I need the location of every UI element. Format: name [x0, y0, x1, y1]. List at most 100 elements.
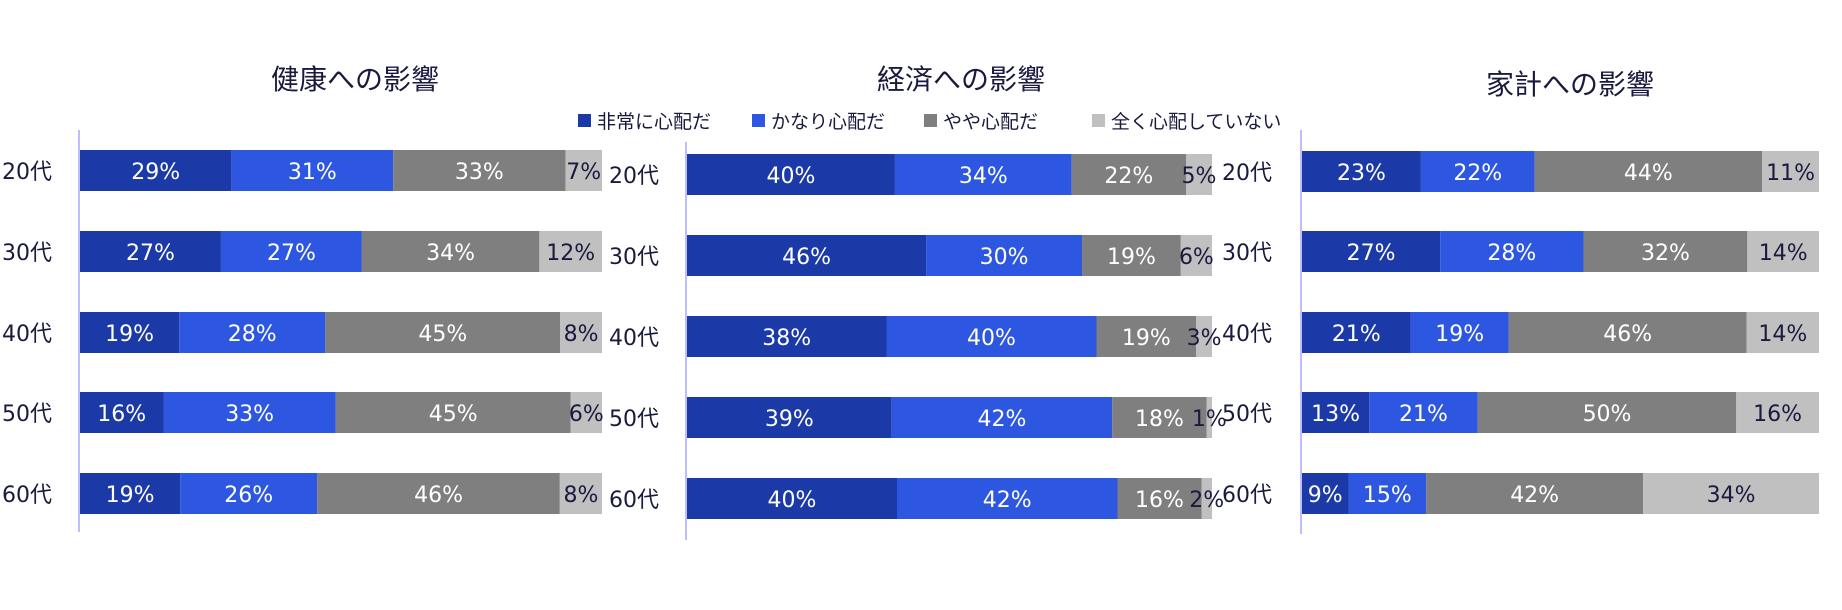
bar-row: 50代 39% 42% 18% 1%	[609, 397, 1227, 438]
data-label: 16%	[97, 402, 146, 427]
bar-segment	[335, 392, 571, 433]
bar-row: 50代 16% 33% 45% 6%	[2, 392, 604, 433]
legend-swatch	[752, 114, 765, 127]
chart-panel: 健康への影響 20代 29% 31% 33% 7% 30代 27% 27% 34% 12% 40代 19…	[2, 63, 604, 532]
data-label: 28%	[228, 322, 277, 347]
bar-row: 30代 27% 27% 34% 12%	[2, 231, 602, 272]
bar-segment	[317, 473, 560, 514]
bar-segment	[1071, 154, 1187, 195]
legend-label: やや心配だ	[943, 111, 1038, 133]
bar-segment	[559, 473, 602, 514]
bar-segment	[1201, 478, 1212, 519]
data-label: 19%	[105, 322, 154, 347]
bar-segment	[1736, 392, 1819, 433]
bar-segment	[1643, 473, 1819, 514]
chart-panel: 家計への影響 20代 23% 22% 44% 11% 30代 27% 28% 32% 14% 40代 2…	[1222, 68, 1819, 534]
category-label: 20代	[2, 160, 52, 185]
bar-segment	[220, 231, 362, 272]
bar-segment	[1508, 312, 1747, 353]
data-label: 15%	[1363, 483, 1412, 508]
bar-segment	[1762, 151, 1819, 192]
data-label: 44%	[1624, 161, 1673, 186]
data-label: 22%	[1104, 164, 1153, 189]
bar-row: 40代 21% 19% 46% 14%	[1222, 312, 1819, 353]
bar-segment	[687, 235, 927, 276]
data-label: 46%	[782, 245, 831, 270]
chart-title: 健康への影響	[271, 63, 439, 96]
data-label: 27%	[1347, 241, 1396, 266]
category-label: 30代	[1222, 241, 1272, 266]
legend-item: 全く心配していない	[1092, 111, 1281, 133]
data-label: 50%	[1583, 402, 1632, 427]
legend-swatch	[1092, 114, 1105, 127]
data-label: 14%	[1758, 322, 1807, 347]
data-label: 42%	[983, 488, 1032, 513]
data-label: 28%	[1487, 241, 1536, 266]
category-label: 20代	[1222, 161, 1272, 186]
bar-segment	[1426, 473, 1644, 514]
bar-row: 40代 19% 28% 45% 8%	[2, 312, 602, 353]
bar-segment	[1196, 316, 1212, 357]
data-label: 30%	[980, 245, 1029, 270]
bar-segment	[1369, 392, 1478, 433]
data-label: 9%	[1308, 483, 1343, 508]
data-label: 6%	[1179, 245, 1214, 270]
data-label: 40%	[967, 326, 1016, 351]
bar-segment	[897, 478, 1118, 519]
bar-segment	[1440, 231, 1584, 272]
legend-swatch	[578, 114, 591, 127]
category-label: 30代	[609, 245, 659, 270]
bar-segment	[891, 397, 1113, 438]
data-label: 29%	[131, 160, 180, 185]
bar-segment	[1747, 231, 1819, 272]
bar-segment	[539, 231, 602, 272]
data-label: 40%	[768, 488, 817, 513]
bar-segment	[1096, 316, 1197, 357]
bar-segment	[687, 316, 887, 357]
charts: 健康への影響 20代 29% 31% 33% 7% 30代 27% 27% 34% 12% 40代 19…	[2, 63, 1819, 540]
data-label: 19%	[1122, 326, 1171, 351]
data-label: 2%	[1189, 488, 1224, 513]
data-label: 39%	[765, 407, 814, 432]
bar-segment	[231, 150, 394, 191]
data-label: 34%	[426, 241, 475, 266]
legend: 非常に心配だ かなり心配だ やや心配だ 全く心配していない	[578, 111, 1281, 133]
bar-segment	[361, 231, 540, 272]
bar-segment	[1112, 397, 1207, 438]
data-label: 21%	[1399, 402, 1448, 427]
bar-segment	[560, 312, 602, 353]
data-label: 40%	[767, 164, 816, 189]
bar-segment	[1746, 312, 1819, 353]
data-label: 38%	[762, 326, 811, 351]
bar-segment	[1420, 151, 1535, 192]
data-label: 27%	[126, 241, 175, 266]
bar-row: 60代 9% 15% 42% 34%	[1222, 473, 1819, 514]
bar-segment	[1583, 231, 1748, 272]
chart-title: 家計への影響	[1486, 68, 1654, 101]
category-label: 50代	[609, 407, 659, 432]
data-label: 32%	[1641, 241, 1690, 266]
data-label: 34%	[959, 164, 1008, 189]
bar-segment	[80, 312, 180, 353]
legend-item: やや心配だ	[924, 111, 1038, 133]
bar-row: 20代 29% 31% 33% 7%	[2, 150, 602, 191]
data-label: 19%	[1435, 322, 1484, 347]
bar-segment	[80, 231, 221, 272]
data-label: 45%	[418, 322, 467, 347]
bar-row: 30代 27% 28% 32% 14%	[1222, 231, 1819, 272]
data-label: 19%	[106, 483, 155, 508]
data-label: 14%	[1759, 241, 1808, 266]
category-label: 60代	[1222, 483, 1272, 508]
data-label: 45%	[429, 402, 478, 427]
bar-segment	[80, 473, 181, 514]
legend-item: かなり心配だ	[752, 111, 885, 133]
data-label: 5%	[1182, 164, 1217, 189]
category-label: 60代	[609, 488, 659, 513]
data-label: 22%	[1453, 161, 1502, 186]
data-label: 8%	[564, 322, 599, 347]
category-label: 40代	[1222, 322, 1272, 347]
bar-segment	[1302, 392, 1370, 433]
data-label: 34%	[1707, 483, 1756, 508]
data-label: 33%	[455, 160, 504, 185]
data-label: 23%	[1337, 161, 1386, 186]
